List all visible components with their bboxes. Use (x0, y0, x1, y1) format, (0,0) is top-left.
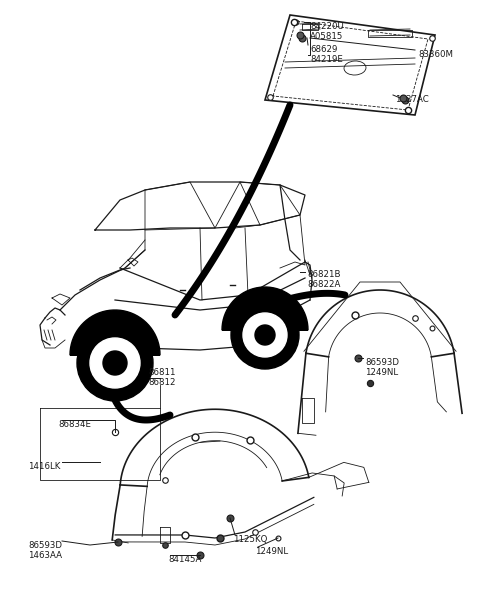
Text: 1249NL: 1249NL (365, 368, 398, 377)
Text: 83360M: 83360M (418, 50, 453, 59)
Text: 1327AC: 1327AC (395, 95, 429, 104)
Polygon shape (222, 287, 308, 330)
Text: 86593D: 86593D (28, 541, 62, 550)
Text: 1463AA: 1463AA (28, 551, 62, 560)
Text: 68629: 68629 (310, 45, 337, 54)
Circle shape (231, 301, 299, 369)
Circle shape (243, 313, 287, 357)
Text: 86811: 86811 (148, 368, 176, 377)
Circle shape (90, 338, 140, 388)
Circle shape (103, 351, 127, 375)
Text: 86822A: 86822A (307, 280, 340, 289)
Circle shape (77, 325, 153, 401)
Text: 86821B: 86821B (307, 270, 340, 279)
Circle shape (255, 325, 275, 345)
Text: 1249NL: 1249NL (255, 547, 288, 556)
Text: 1416LK: 1416LK (28, 462, 60, 471)
Text: 86593D: 86593D (365, 358, 399, 367)
Text: 84220U: 84220U (310, 22, 344, 31)
Text: 84219E: 84219E (310, 55, 343, 64)
Text: 84145A: 84145A (168, 555, 202, 564)
Text: 86812: 86812 (148, 378, 176, 387)
Text: 86834E: 86834E (58, 420, 91, 429)
Text: 1125KQ: 1125KQ (233, 535, 267, 544)
Text: A05815: A05815 (310, 32, 343, 41)
Polygon shape (70, 310, 160, 355)
